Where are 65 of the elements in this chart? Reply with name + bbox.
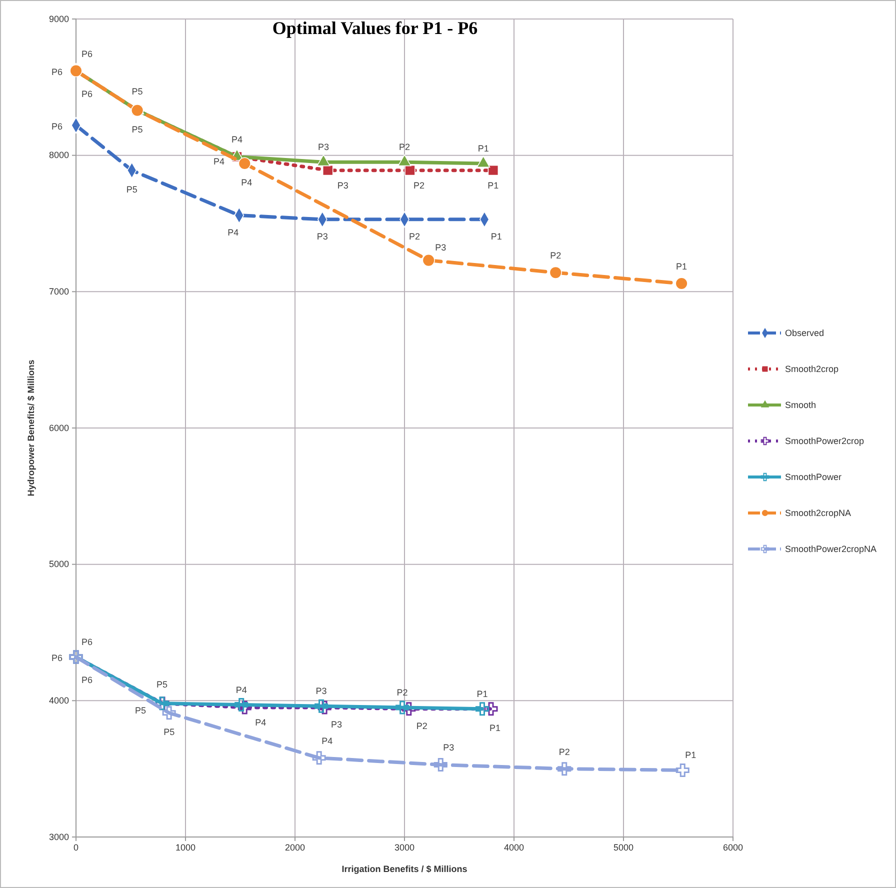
data-label: P4 xyxy=(322,736,333,746)
data-label: P5 xyxy=(132,86,143,96)
data-label: P3 xyxy=(318,142,329,152)
y-tick-label: 9000 xyxy=(48,14,69,24)
x-tick-label: 1000 xyxy=(175,842,196,852)
data-label: P5 xyxy=(132,124,143,134)
chart-title: Optimal Values for P1 - P6 xyxy=(272,18,478,38)
data-label: P2 xyxy=(413,180,424,190)
legend-label: Observed xyxy=(785,328,824,338)
data-label: P1 xyxy=(490,231,502,242)
data-label: P6 xyxy=(81,48,93,59)
data-label: P5 xyxy=(156,679,168,690)
data-label: P3 xyxy=(331,719,342,730)
data-label: P4 xyxy=(231,134,242,145)
data-label: P1 xyxy=(488,180,499,190)
data-label: P5 xyxy=(134,705,146,716)
data-label: P5 xyxy=(126,184,138,194)
data-label: P2 xyxy=(398,142,410,152)
data-label: P4 xyxy=(213,156,224,167)
data-label: P6 xyxy=(51,66,63,77)
data-label: P1 xyxy=(685,750,696,760)
legend-label: Smooth2cropNA xyxy=(785,508,852,518)
data-label: P6 xyxy=(81,88,93,99)
legend-label: Smooth xyxy=(785,400,816,410)
data-label: P4 xyxy=(228,227,239,238)
data-label: P4 xyxy=(255,717,266,728)
y-tick-label: 7000 xyxy=(48,286,69,297)
data-label: P3 xyxy=(316,231,328,242)
y-tick-label: 6000 xyxy=(48,422,69,433)
legend-label: SmoothPower xyxy=(785,472,842,482)
data-label: P1 xyxy=(476,688,488,699)
x-tick-label: 4000 xyxy=(504,842,524,852)
legend-label: SmoothPower2crop xyxy=(785,436,864,446)
data-label: P3 xyxy=(435,242,446,252)
data-label: P2 xyxy=(558,746,570,757)
data-label: P3 xyxy=(443,742,454,753)
y-axis-title: Hydropower Benefits/ $ Millions xyxy=(26,360,36,496)
data-label: P3 xyxy=(316,686,327,696)
y-tick-label: 8000 xyxy=(48,150,69,160)
data-label: P5 xyxy=(164,726,175,737)
x-tick-label: 2000 xyxy=(284,842,306,852)
legend-label: Smooth2crop xyxy=(785,364,839,374)
data-label: P6 xyxy=(51,653,63,664)
data-label: P6 xyxy=(81,675,93,686)
data-label: P6 xyxy=(51,121,63,132)
data-label: P1 xyxy=(676,261,688,272)
data-label: P4 xyxy=(236,684,247,695)
x-tick-label: 6000 xyxy=(722,842,744,852)
y-tick-label: 3000 xyxy=(48,832,69,842)
data-label: P2 xyxy=(416,720,428,731)
legend-label: SmoothPower2cropNA xyxy=(785,544,877,554)
data-label: P1 xyxy=(478,144,489,154)
x-tick-label: 3000 xyxy=(394,842,415,852)
data-label: P6 xyxy=(81,637,93,648)
data-label: P2 xyxy=(408,231,420,242)
data-label: P3 xyxy=(337,180,348,190)
x-tick-label: 5000 xyxy=(613,842,634,852)
data-label: P4 xyxy=(241,178,252,188)
x-axis-title: Irrigation Benefits / $ Millions xyxy=(342,864,468,874)
data-label: P2 xyxy=(550,250,562,261)
data-label: P2 xyxy=(396,687,408,698)
y-tick-label: 5000 xyxy=(48,559,69,570)
data-label: P1 xyxy=(489,722,501,733)
y-tick-label: 4000 xyxy=(48,696,69,706)
x-tick-label: 0 xyxy=(73,842,79,852)
